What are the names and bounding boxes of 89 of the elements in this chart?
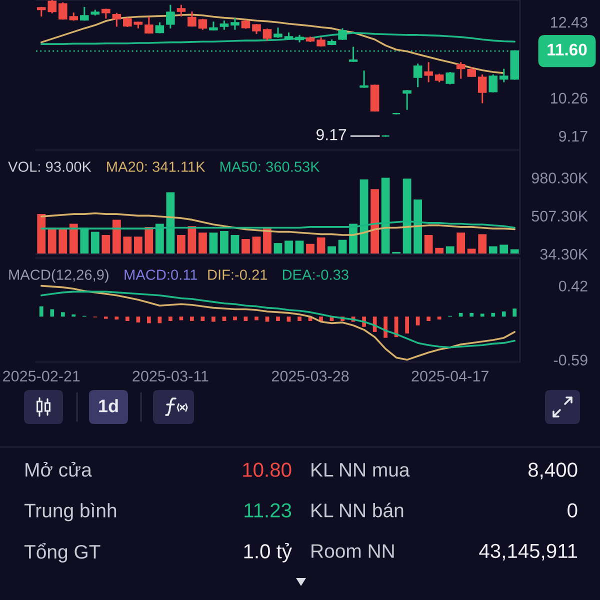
candlestick [112,12,122,27]
candlestick [456,62,466,79]
candlestick [144,16,154,34]
y-tick-label: 12.43 [550,16,588,28]
text: 10.80 [243,462,292,477]
candlestick [166,4,175,28]
candlestick [402,90,412,110]
bar [233,316,237,320]
line-series [40,32,516,45]
bar [244,316,248,321]
bar [512,308,517,317]
bar [470,312,474,317]
y-tick-label: 507.30K [532,210,588,222]
bar [72,314,76,317]
bar [50,309,54,317]
candlestick [348,46,358,62]
x-tick-label: 2025-04-17 [412,370,488,382]
bar [222,316,226,321]
candlestick [188,11,196,27]
annotation: MACD:0.11 [124,270,198,280]
text: MA20: 341.11K [107,162,206,172]
text: 11.23 [244,503,292,518]
candlestick [478,74,487,104]
candlestick [446,72,454,84]
text: MA50: 360.53K [220,162,320,172]
text: 8,400 [528,462,578,480]
y-tick-label: 9.17 [559,130,588,142]
ref-line-label: 11.60 [548,44,587,56]
annotation: VOL: 93.00K [8,162,92,172]
bar [458,312,463,317]
text: 0 [568,503,578,518]
bar [39,306,44,317]
x-tick-label: 2025-03-11 [132,370,208,382]
candlestick [295,34,304,42]
bar [179,316,184,320]
category-label: KL NN bán [312,502,404,518]
bar [190,316,194,321]
y-tick-label: 980.30K [532,172,588,184]
y-tick-label: 34.30K [540,248,588,260]
bar [480,314,484,317]
candlestick [262,28,272,41]
category-label: Room NN [312,544,394,558]
x-tick-label: 2025-03-28 [272,370,349,382]
bar [502,311,506,317]
bar [200,316,205,321]
y-tick-label: -0.59 [554,354,588,366]
annotation: MACD(12,26,9) [9,269,108,283]
line-series [40,290,516,348]
y-tick-label: 0.42 [558,280,588,292]
candlestick [176,4,186,16]
candlestick [230,18,240,30]
bar [298,316,302,321]
candlestick [360,70,368,88]
bar [276,316,280,321]
bar [146,316,151,324]
bar [125,316,130,321]
category-label: Mở cửa [26,462,92,477]
candlestick [413,64,422,88]
bar [60,312,65,317]
bar [437,316,442,320]
text: 43,145,911 [479,544,578,560]
series-label: DEA:-0.33 [282,270,348,280]
bar [384,316,388,338]
annotation: 9.17 [316,128,346,140]
candlestick [155,22,164,34]
line-series [40,212,516,236]
category-label: Trung bình [24,502,116,522]
bar [426,316,431,321]
candlestick [424,62,433,82]
bar [168,316,172,321]
line-series [40,284,516,361]
candlestick [488,74,498,92]
bar [416,316,420,326]
bar [254,316,258,320]
candlestick [58,2,68,20]
x-tick-label: 2025-02-21 [3,370,80,382]
candlestick [198,18,208,30]
text: 1d [99,399,118,412]
bar [136,316,140,322]
series-label: DIF:-0.21 [208,270,268,280]
bar [114,316,119,320]
candlestick [80,6,89,21]
text: 1.0 tỷ [244,543,292,562]
bar [212,316,216,322]
category-label: KL NN mua [312,463,410,477]
bar [405,316,410,334]
category-label: Tổng GT [24,542,100,563]
y-tick-label: 10.26 [550,92,588,104]
bar [491,312,496,317]
